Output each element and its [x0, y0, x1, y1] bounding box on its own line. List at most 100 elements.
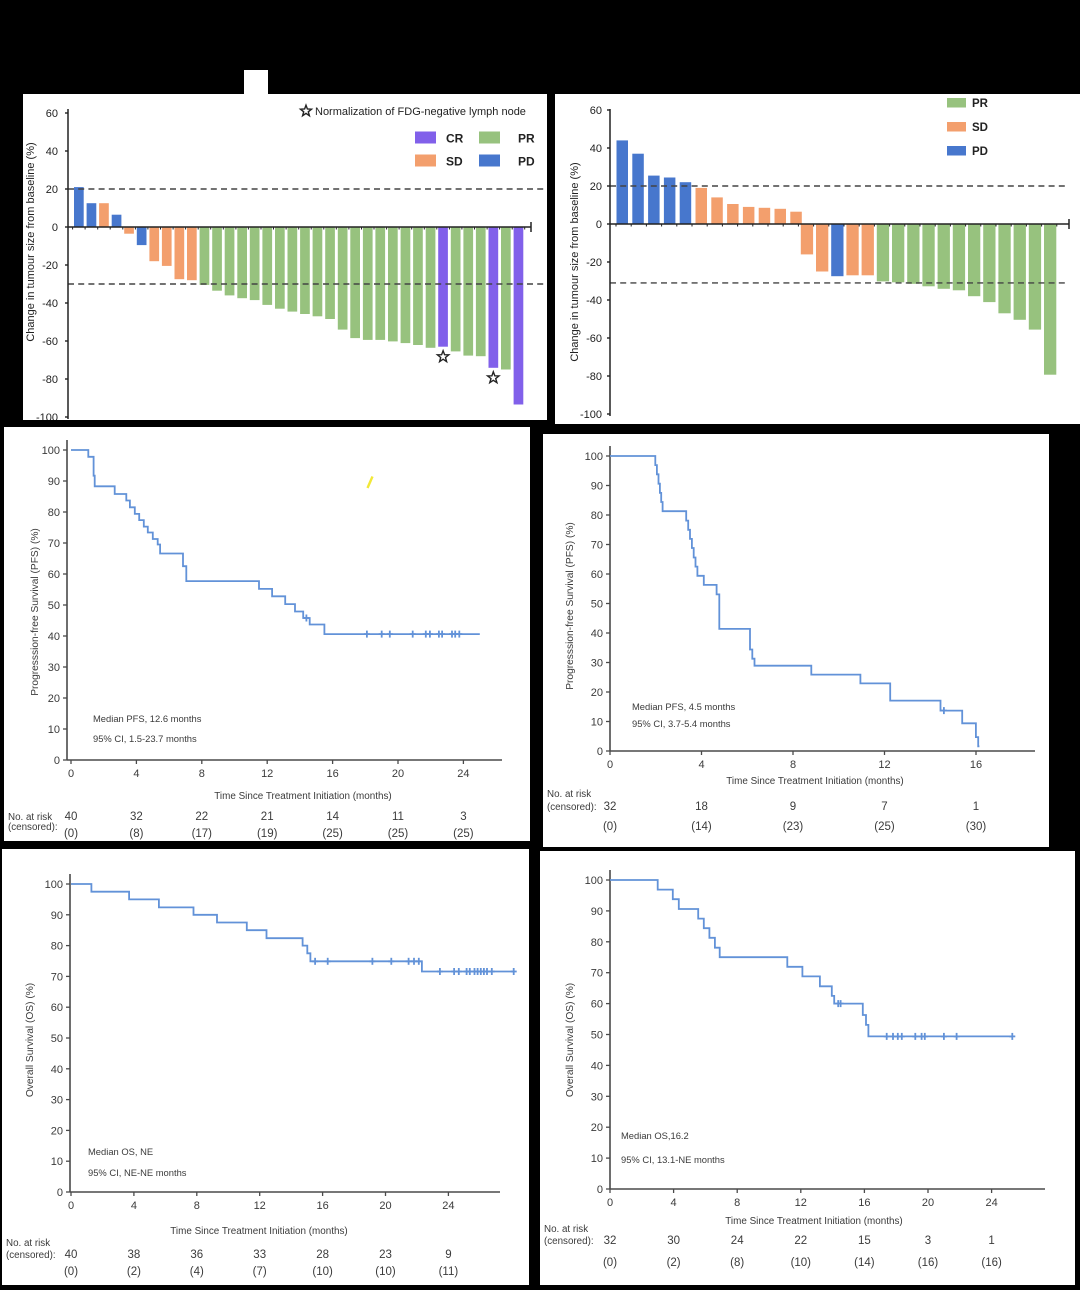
svg-text:20: 20 — [379, 1200, 391, 1212]
svg-text:40: 40 — [65, 1249, 78, 1261]
svg-text:12: 12 — [795, 1197, 807, 1209]
svg-text:CR: CR — [446, 132, 464, 146]
svg-text:PR: PR — [972, 98, 989, 110]
svg-text:(2): (2) — [127, 1266, 141, 1278]
svg-text:(14): (14) — [691, 821, 712, 833]
svg-text:4: 4 — [131, 1200, 137, 1212]
svg-text:60: 60 — [46, 108, 58, 120]
svg-text:95% CI, 13.1-NE months: 95% CI, 13.1-NE months — [621, 1154, 725, 1165]
svg-text:Overall Survival (OS) (%): Overall Survival (OS) (%) — [25, 983, 36, 1097]
svg-text:30: 30 — [591, 1091, 603, 1103]
svg-text:(8): (8) — [129, 828, 143, 840]
svg-text:70: 70 — [591, 968, 603, 980]
svg-text:60: 60 — [591, 569, 603, 581]
svg-text:60: 60 — [590, 105, 602, 117]
svg-text:(8): (8) — [730, 1257, 744, 1269]
svg-text:Time Since Treatment Initiatio: Time Since Treatment Initiation (months) — [726, 776, 903, 787]
svg-text:(23): (23) — [783, 821, 804, 833]
svg-text:(10): (10) — [375, 1266, 396, 1278]
svg-text:0: 0 — [596, 219, 602, 231]
svg-text:-40: -40 — [586, 295, 602, 307]
svg-text:30: 30 — [667, 1235, 680, 1247]
svg-text:60: 60 — [48, 569, 60, 581]
svg-text:0: 0 — [68, 768, 74, 780]
svg-text:14: 14 — [326, 811, 339, 823]
svg-text:PR: PR — [518, 132, 535, 146]
svg-text:No. at risk: No. at risk — [6, 1238, 50, 1249]
svg-text:PD: PD — [518, 155, 535, 169]
svg-text:40: 40 — [591, 1060, 603, 1072]
svg-text:-80: -80 — [586, 371, 602, 383]
svg-text:90: 90 — [591, 481, 603, 493]
svg-text:9: 9 — [790, 801, 796, 813]
svg-text:SD: SD — [972, 122, 988, 134]
svg-text:(10): (10) — [791, 1257, 812, 1269]
svg-text:(4): (4) — [190, 1266, 204, 1278]
svg-text:20: 20 — [922, 1197, 934, 1209]
svg-text:20: 20 — [590, 181, 602, 193]
svg-text:Overall Survival (OS) (%): Overall Survival (OS) (%) — [565, 983, 576, 1097]
svg-text:23: 23 — [379, 1249, 392, 1261]
svg-text:No. at risk: No. at risk — [544, 1224, 588, 1235]
svg-text:0: 0 — [54, 755, 60, 767]
svg-text:(censored):: (censored): — [547, 802, 597, 813]
svg-text:1: 1 — [988, 1235, 994, 1247]
svg-text:Median OS,16.2: Median OS,16.2 — [621, 1130, 689, 1141]
svg-text:Change in tumour size from bas: Change in tumour size from baseline (%) — [569, 162, 581, 361]
svg-text:4: 4 — [671, 1197, 677, 1209]
svg-text:32: 32 — [604, 801, 617, 813]
svg-text:4: 4 — [698, 759, 704, 771]
svg-text:0: 0 — [597, 1184, 603, 1196]
svg-text:Progresssion-free Survival (PF: Progresssion-free Survival (PFS) (%) — [30, 528, 41, 696]
svg-text:20: 20 — [591, 687, 603, 699]
svg-text:Time Since Treatment Initiatio: Time Since Treatment Initiation (months) — [725, 1216, 902, 1227]
svg-text:(25): (25) — [453, 828, 474, 840]
svg-text:10: 10 — [51, 1156, 63, 1168]
svg-text:24: 24 — [731, 1235, 744, 1247]
svg-text:(16): (16) — [918, 1257, 939, 1269]
svg-text:30: 30 — [48, 662, 60, 674]
svg-text:3: 3 — [925, 1235, 931, 1247]
svg-text:-20: -20 — [586, 257, 602, 269]
svg-text:(25): (25) — [874, 821, 895, 833]
svg-text:No. at risk: No. at risk — [547, 789, 591, 800]
svg-text:60: 60 — [51, 1002, 63, 1014]
svg-text:38: 38 — [128, 1249, 141, 1261]
svg-text:8: 8 — [790, 759, 796, 771]
svg-text:(19): (19) — [257, 828, 278, 840]
svg-text:95% CI, NE-NE months: 95% CI, NE-NE months — [88, 1167, 187, 1178]
svg-text:36: 36 — [190, 1249, 203, 1261]
svg-text:16: 16 — [970, 759, 982, 771]
svg-text:Median PFS, 4.5 months: Median PFS, 4.5 months — [632, 701, 735, 712]
svg-text:21: 21 — [261, 811, 274, 823]
svg-text:60: 60 — [591, 999, 603, 1011]
svg-text:(11): (11) — [439, 1266, 459, 1278]
svg-text:70: 70 — [591, 540, 603, 552]
svg-text:50: 50 — [51, 1033, 63, 1045]
svg-text:16: 16 — [316, 1200, 328, 1212]
svg-text:40: 40 — [591, 628, 603, 640]
svg-text:90: 90 — [51, 910, 63, 922]
svg-text:20: 20 — [392, 768, 404, 780]
svg-text:30: 30 — [591, 658, 603, 670]
svg-text:24: 24 — [442, 1200, 454, 1212]
svg-text:(0): (0) — [64, 1266, 78, 1278]
svg-text:18: 18 — [695, 801, 708, 813]
svg-text:10: 10 — [591, 1153, 603, 1165]
svg-text:-40: -40 — [42, 298, 58, 310]
svg-text:32: 32 — [604, 1235, 617, 1247]
svg-text:22: 22 — [195, 811, 208, 823]
svg-text:24: 24 — [457, 768, 469, 780]
svg-text:8: 8 — [199, 768, 205, 780]
svg-text:Time Since Treatment Initiatio: Time Since Treatment Initiation (months) — [170, 1226, 347, 1237]
svg-text:10: 10 — [591, 717, 603, 729]
svg-text:10: 10 — [48, 724, 60, 736]
svg-text:8: 8 — [734, 1197, 740, 1209]
svg-text:40: 40 — [48, 631, 60, 643]
svg-text:16: 16 — [326, 768, 338, 780]
svg-text:-80: -80 — [42, 374, 58, 386]
svg-text:1: 1 — [973, 801, 979, 813]
svg-text:Median OS, NE: Median OS, NE — [88, 1146, 153, 1157]
svg-text:12: 12 — [254, 1200, 266, 1212]
svg-text:50: 50 — [591, 599, 603, 611]
